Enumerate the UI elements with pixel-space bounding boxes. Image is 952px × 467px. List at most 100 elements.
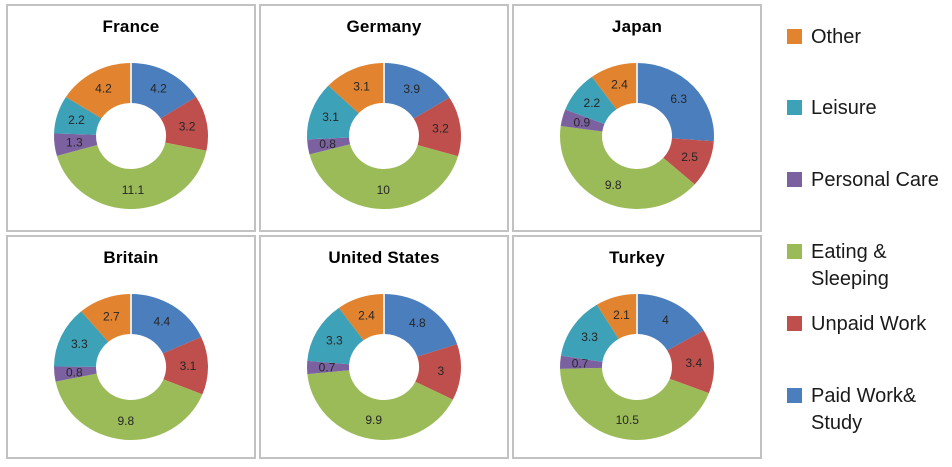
slice-data-label: 2.4 — [358, 309, 375, 323]
donut-slice-eating-sleeping — [56, 142, 207, 210]
donut-slice-leisure — [307, 307, 364, 365]
slice-data-label: 0.8 — [66, 365, 83, 379]
slice-data-label: 1.3 — [66, 136, 83, 150]
chart-title: France — [102, 17, 160, 36]
slice-data-label: 9.8 — [117, 414, 134, 428]
donut-slice-unpaid-work — [160, 97, 209, 151]
legend-label: Unpaid Work — [811, 313, 927, 335]
donut-slice-personal-care — [307, 360, 350, 375]
slice-data-label: 4.2 — [95, 82, 112, 96]
slice-data-label: 2.1 — [613, 308, 630, 322]
chart-panel-france: France 4.2 3.2 11.1 1.3 2.2 4.2 — [6, 4, 256, 232]
legend-item-eating-sleeping: Eating & Sleeping — [787, 239, 947, 293]
donut-slice-other — [596, 294, 637, 339]
donut-slice-personal-care — [560, 109, 605, 132]
legend-item-other: Other — [787, 24, 947, 51]
donut-slice-leisure — [306, 85, 359, 140]
slice-data-label: 2.4 — [611, 78, 628, 92]
donut-slice-other — [338, 294, 384, 341]
donut-slice-personal-care — [53, 133, 98, 156]
slice-data-label: 10 — [377, 183, 391, 197]
chart-title: Turkey — [609, 248, 665, 267]
donut-chart-wrap: 4.4 3.1 9.8 0.8 3.3 2.7 — [8, 273, 254, 457]
slice-data-label: 0.7 — [319, 360, 336, 374]
slice-data-label: 4.8 — [409, 316, 426, 330]
legend-label: Other — [811, 26, 862, 48]
chart-panel-united-states: United States 4.8 3 9.9 0.7 3.3 2.4 — [259, 235, 509, 459]
donut-slice-other — [591, 63, 637, 110]
donut-slice-unpaid-work — [413, 97, 462, 157]
legend-label: Eating & Sleeping — [811, 241, 889, 290]
donut-chart: 4.2 3.2 11.1 1.3 2.2 4.2 — [53, 62, 209, 210]
slice-data-label: 0.9 — [573, 115, 590, 129]
chart-legend: Other Leisure Personal Care Eating & Sleepi… — [787, 0, 947, 437]
legend-swatch-icon — [787, 316, 802, 331]
donut-slice-paid-work-study — [384, 294, 458, 357]
slice-data-label: 3.1 — [180, 359, 197, 373]
donut-chart-wrap: 3.9 3.2 10 0.8 3.1 3.1 — [261, 42, 507, 226]
slice-data-label: 3.2 — [179, 119, 196, 133]
donut-slice-unpaid-work — [667, 330, 715, 394]
slice-data-label: 2.5 — [681, 150, 698, 164]
legend-item-unpaid-work: Unpaid Work — [787, 311, 947, 338]
donut-slice-personal-care — [560, 355, 603, 369]
slice-data-label: 4.2 — [150, 82, 167, 96]
donut-chart: 4 3.4 10.5 0.7 3.3 2.1 — [560, 293, 715, 441]
chart-title: Britain — [103, 248, 159, 267]
slice-data-label: 3.3 — [71, 337, 88, 351]
donut-slice-leisure — [54, 97, 102, 135]
donut-slice-unpaid-work — [663, 138, 714, 185]
donut-slice-eating-sleeping — [309, 144, 458, 210]
slice-data-label: 0.7 — [572, 357, 589, 371]
donut-chart-wrap: 4.2 3.2 11.1 1.3 2.2 4.2 — [8, 42, 254, 226]
slice-data-label: 3 — [438, 364, 445, 378]
donut-slice-leisure — [54, 311, 109, 367]
slice-data-label: 6.3 — [670, 92, 687, 106]
slice-data-label: 3.9 — [403, 82, 420, 96]
slice-data-label: 2.2 — [68, 113, 85, 127]
slice-data-label: 3.4 — [685, 356, 702, 370]
donut-chart-wrap: 6.3 2.5 9.8 0.9 2.2 2.4 — [514, 42, 760, 226]
donut-slice-personal-care — [53, 366, 97, 382]
donut-slice-personal-care — [307, 137, 351, 155]
charts-grid: France 4.2 3.2 11.1 1.3 2.2 4.2 Germany 3.9 3.2 10… — [6, 4, 762, 459]
donut-slice-paid-work-study — [131, 294, 202, 354]
donut-slice-unpaid-work — [415, 344, 462, 400]
slice-data-label: 3.1 — [322, 110, 339, 124]
legend-swatch-icon — [787, 388, 802, 403]
chart-panel-germany: Germany 3.9 3.2 10 0.8 3.1 3.1 — [259, 4, 509, 232]
chart-panel-turkey: Turkey 4 3.4 10.5 0.7 3.3 2.1 — [512, 235, 762, 459]
donut-slice-leisure — [565, 76, 617, 125]
slice-data-label: 3.2 — [432, 122, 449, 136]
donut-chart-wrap: 4.8 3 9.9 0.7 3.3 2.4 — [261, 273, 507, 457]
slice-data-label: 2.7 — [103, 309, 120, 323]
chart-title: Germany — [346, 17, 422, 36]
donut-chart: 4.4 3.1 9.8 0.8 3.3 2.7 — [53, 293, 209, 441]
chart-panel-japan: Japan 6.3 2.5 9.8 0.9 2.2 2.4 — [512, 4, 762, 232]
chart-panel-britain: Britain 4.4 3.1 9.8 0.8 3.3 2.7 — [6, 235, 256, 459]
slice-data-label: 0.8 — [319, 137, 336, 151]
legend-item-personal-care: Personal Care — [787, 167, 947, 194]
donut-slice-other — [65, 63, 131, 119]
donut-slice-paid-work-study — [637, 63, 714, 142]
slice-data-label: 4 — [662, 313, 669, 327]
slice-data-label: 2.2 — [584, 96, 601, 110]
donut-slice-leisure — [560, 304, 619, 362]
donut-slice-eating-sleeping — [55, 373, 203, 441]
chart-title: Japan — [611, 17, 663, 36]
donut-slice-eating-sleeping — [307, 370, 453, 440]
donut-slice-paid-work-study — [637, 294, 704, 351]
donut-slice-eating-sleeping — [560, 367, 709, 441]
donut-chart: 3.9 3.2 10 0.8 3.1 3.1 — [306, 62, 462, 210]
slice-data-label: 10.5 — [616, 413, 640, 427]
legend-label: Leisure — [811, 97, 877, 119]
slice-data-label: 9.8 — [605, 178, 622, 192]
legend-swatch-icon — [787, 172, 802, 187]
slice-data-label: 3.3 — [581, 330, 598, 344]
legend-swatch-icon — [787, 29, 802, 44]
donut-slice-other — [81, 294, 131, 342]
donut-slice-other — [328, 63, 384, 114]
donut-slice-paid-work-study — [131, 63, 197, 119]
slice-data-label: 3.1 — [353, 79, 370, 93]
